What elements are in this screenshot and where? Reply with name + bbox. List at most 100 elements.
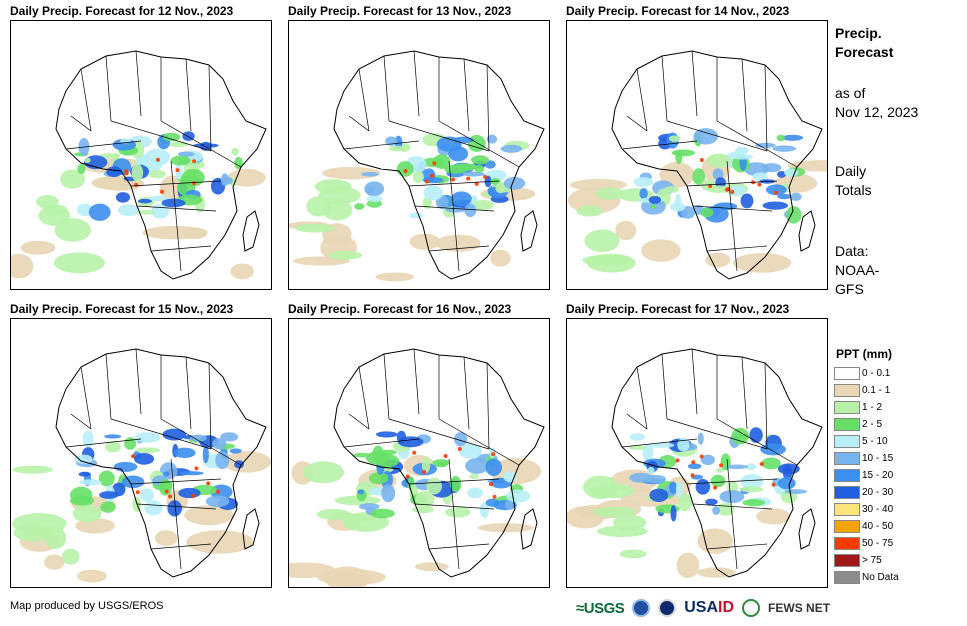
precip-area	[325, 566, 370, 587]
side-daily-line2: Totals	[835, 182, 872, 198]
noaa-logo-icon	[632, 599, 651, 617]
precip-area	[72, 504, 102, 523]
precip-area	[135, 447, 161, 454]
precip-area	[690, 473, 695, 478]
precip-area	[142, 225, 208, 240]
precip-area	[179, 471, 204, 476]
country-border	[691, 348, 698, 415]
madagascar-outline	[520, 508, 538, 550]
precip-area	[134, 453, 155, 465]
precip-area	[740, 193, 754, 209]
precip-area	[177, 151, 195, 157]
precip-area	[650, 204, 657, 209]
precip-area	[483, 174, 488, 179]
country-border	[388, 120, 490, 152]
precip-area	[162, 428, 187, 441]
country-border	[706, 543, 768, 550]
country-border	[110, 418, 212, 450]
precip-area	[676, 552, 700, 579]
precip-area	[54, 218, 91, 242]
panel-title: Daily Precip. Forecast for 13 Nov., 2023	[288, 4, 512, 18]
precip-area	[366, 186, 374, 196]
precip-area	[671, 149, 696, 157]
precip-area	[105, 441, 121, 453]
precip-area	[451, 177, 456, 182]
precip-area	[576, 205, 604, 217]
precip-area	[757, 182, 762, 187]
precip-area	[486, 134, 498, 144]
precip-area	[742, 499, 766, 507]
precip-area	[595, 187, 625, 200]
precip-area	[692, 168, 706, 185]
legend-swatch	[834, 503, 860, 516]
precip-area	[668, 135, 681, 142]
country-border	[716, 418, 798, 466]
precip-area	[198, 161, 205, 169]
country-border	[636, 68, 648, 132]
country-border	[486, 64, 490, 152]
legend-label: 0.1 - 1	[862, 385, 891, 396]
precip-area	[366, 195, 383, 202]
country-border	[383, 55, 390, 122]
precip-area	[697, 432, 704, 445]
precip-area	[466, 176, 471, 181]
legend-title: PPT (mm)	[836, 347, 893, 361]
country-border	[170, 458, 182, 570]
side-asof-line2: Nov 12, 2023	[835, 104, 919, 120]
fews-net-logo: FEWS NET	[768, 601, 831, 615]
country-border	[185, 58, 192, 132]
precip-area	[115, 192, 131, 203]
precip-area	[457, 447, 462, 452]
country-border	[343, 438, 420, 448]
precip-area	[705, 252, 731, 268]
precip-area	[134, 432, 161, 443]
precip-area	[675, 481, 683, 498]
precip-area	[705, 498, 718, 506]
country-border	[135, 50, 142, 117]
legend-label: 20 - 30	[862, 487, 894, 498]
usgs-logo: ≈USGS	[576, 599, 625, 617]
country-border	[621, 438, 698, 448]
country-border	[428, 245, 490, 252]
country-border	[726, 160, 738, 272]
precip-area	[458, 443, 483, 459]
precip-area	[194, 466, 199, 471]
country-border	[661, 353, 668, 420]
precip-area	[403, 168, 408, 173]
side-data-line1: Data:	[835, 243, 869, 259]
precip-area	[100, 501, 116, 513]
precip-area	[785, 206, 802, 224]
precip-area	[628, 445, 647, 450]
precip-area	[700, 207, 714, 218]
country-border	[160, 418, 242, 466]
map-svg	[12, 348, 271, 583]
precip-area	[139, 488, 155, 502]
country-border	[208, 362, 212, 450]
country-border	[408, 478, 500, 485]
precip-area	[700, 454, 715, 466]
precip-area	[677, 493, 693, 512]
credit-text: Map produced by USGS/EROS	[10, 600, 164, 612]
precip-area	[470, 155, 489, 165]
precip-area	[629, 433, 645, 441]
panel-title: Daily Precip. Forecast for 14 Nov., 2023	[566, 4, 790, 18]
country-border	[150, 245, 212, 252]
precip-area	[730, 189, 735, 194]
country-border	[136, 503, 217, 510]
country-border	[105, 55, 112, 122]
precip-area	[82, 430, 94, 448]
precip-area	[294, 223, 335, 233]
precip-area	[675, 458, 680, 463]
precip-area	[762, 201, 789, 210]
precip-area	[645, 474, 667, 484]
country-border	[428, 543, 490, 550]
precip-area	[415, 491, 435, 508]
precip-area	[424, 179, 429, 184]
precip-area	[375, 454, 400, 468]
map-svg	[567, 348, 823, 579]
precip-area	[435, 234, 481, 252]
precip-area	[381, 484, 396, 503]
africa-precip-map	[288, 318, 550, 588]
precip-area	[467, 487, 484, 499]
side-data-line2: NOAA-	[835, 262, 880, 278]
